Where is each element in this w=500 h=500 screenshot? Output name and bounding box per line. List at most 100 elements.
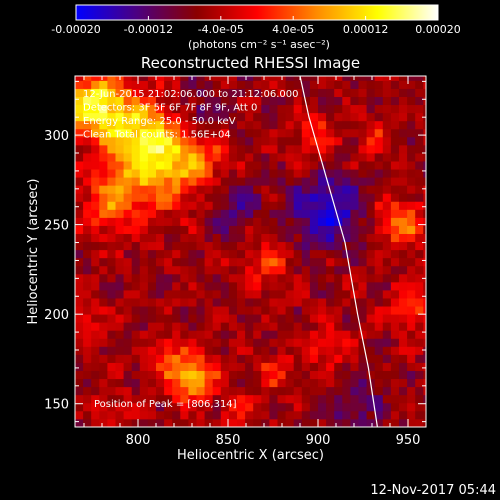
heatmap-cell xyxy=(156,193,165,202)
heatmap-cell xyxy=(342,144,351,154)
heatmap-cell xyxy=(204,346,214,355)
heatmap-cell xyxy=(228,76,238,81)
heatmap-cell xyxy=(147,177,157,186)
heatmap-cell xyxy=(277,136,286,146)
heatmap-cell xyxy=(245,322,254,331)
heatmap-cell xyxy=(172,80,181,89)
heatmap-cell xyxy=(423,257,427,267)
heatmap-cell xyxy=(131,330,141,339)
heatmap-cell xyxy=(285,378,295,388)
heatmap-cell xyxy=(407,281,416,291)
heatmap-cell xyxy=(196,410,205,420)
heatmap-cell xyxy=(334,249,343,259)
heatmap-cell xyxy=(204,76,214,81)
heatmap-cell xyxy=(196,144,205,154)
heatmap-cell xyxy=(156,201,165,210)
heatmap-cell xyxy=(172,120,181,130)
heatmap-cell xyxy=(382,96,392,106)
annotation-line: Energy Range: 25.0 - 50.0 keV xyxy=(83,116,236,127)
heatmap-cell xyxy=(228,233,238,243)
heatmap-cell xyxy=(390,136,400,146)
heatmap-cell xyxy=(399,273,408,283)
heatmap-cell xyxy=(318,76,327,81)
heatmap-cell xyxy=(188,185,197,194)
heatmap-cell xyxy=(164,136,173,146)
heatmap-cell xyxy=(253,225,262,234)
heatmap-cell xyxy=(107,209,116,218)
heatmap-cell xyxy=(293,161,303,170)
heatmap-cell xyxy=(309,249,319,259)
heatmap-cell xyxy=(131,306,141,315)
heatmap-cell xyxy=(309,169,319,178)
heatmap-cell xyxy=(212,378,222,388)
heatmap-cell xyxy=(269,290,278,299)
heatmap-cell xyxy=(172,153,181,162)
heatmap-cell xyxy=(358,418,367,428)
heatmap-cell xyxy=(245,298,254,307)
heatmap-cell xyxy=(164,233,173,243)
heatmap-cell xyxy=(147,185,157,194)
heatmap-cell xyxy=(309,120,319,130)
heatmap-cell xyxy=(293,273,303,283)
heatmap-cell xyxy=(164,241,173,251)
heatmap-cell xyxy=(366,338,376,347)
heatmap-cell xyxy=(147,153,157,162)
heatmap-cell xyxy=(204,330,214,339)
heatmap-cell xyxy=(293,418,303,428)
heatmap-cell xyxy=(277,112,286,122)
heatmap-cell xyxy=(91,402,100,412)
heatmap-cell xyxy=(407,394,416,404)
heatmap-cell xyxy=(245,386,254,396)
heatmap-cell xyxy=(399,298,408,307)
heatmap-cell xyxy=(277,88,286,97)
heatmap-cell xyxy=(261,153,270,162)
heatmap-cell xyxy=(399,96,408,106)
heatmap-cell xyxy=(390,378,400,388)
heatmap-cell xyxy=(350,338,359,347)
heatmap-cell xyxy=(269,354,278,363)
heatmap-cell xyxy=(164,217,173,226)
heatmap-cell xyxy=(164,418,173,428)
heatmap-cell xyxy=(358,249,367,259)
heatmap-cell xyxy=(269,193,278,202)
heatmap-cell xyxy=(107,233,116,243)
heatmap-cell xyxy=(107,104,116,114)
heatmap-cell xyxy=(358,96,367,106)
heatmap-cell xyxy=(342,128,351,138)
heatmap-cell xyxy=(269,209,278,218)
heatmap-cell xyxy=(107,362,116,371)
heatmap-cell xyxy=(83,370,92,380)
heatmap-cell xyxy=(261,362,270,371)
heatmap-cell xyxy=(180,290,189,299)
heatmap-cell xyxy=(390,418,400,428)
heatmap-cell xyxy=(399,410,408,420)
heatmap-cell xyxy=(156,306,165,315)
heatmap-cell xyxy=(423,314,427,323)
heatmap-cell xyxy=(253,402,262,412)
heatmap-cell xyxy=(382,314,392,323)
heatmap-cell xyxy=(374,128,384,138)
heatmap-cell xyxy=(293,233,303,243)
heatmap-cell xyxy=(237,330,246,339)
heatmap-cell xyxy=(326,298,335,307)
heatmap-cell xyxy=(164,193,173,202)
heatmap-cell xyxy=(318,394,327,404)
heatmap-cell xyxy=(366,362,376,371)
heatmap-cell xyxy=(123,298,133,307)
heatmap-cell xyxy=(204,386,214,396)
heatmap-cell xyxy=(334,233,343,243)
heatmap-cell xyxy=(301,88,311,97)
heatmap-cell xyxy=(164,257,173,267)
heatmap-cell xyxy=(172,338,181,347)
heatmap-cell xyxy=(172,265,181,275)
heatmap-cell xyxy=(83,225,92,234)
heatmap-cell xyxy=(423,265,427,275)
heatmap-cell xyxy=(156,217,165,226)
heatmap-cell xyxy=(374,410,384,420)
heatmap-cell xyxy=(293,136,303,146)
heatmap-cell xyxy=(196,120,205,130)
heatmap-cell xyxy=(188,209,197,218)
heatmap-cell xyxy=(342,378,351,388)
heatmap-cell xyxy=(253,177,262,186)
heatmap-cell xyxy=(164,225,173,234)
